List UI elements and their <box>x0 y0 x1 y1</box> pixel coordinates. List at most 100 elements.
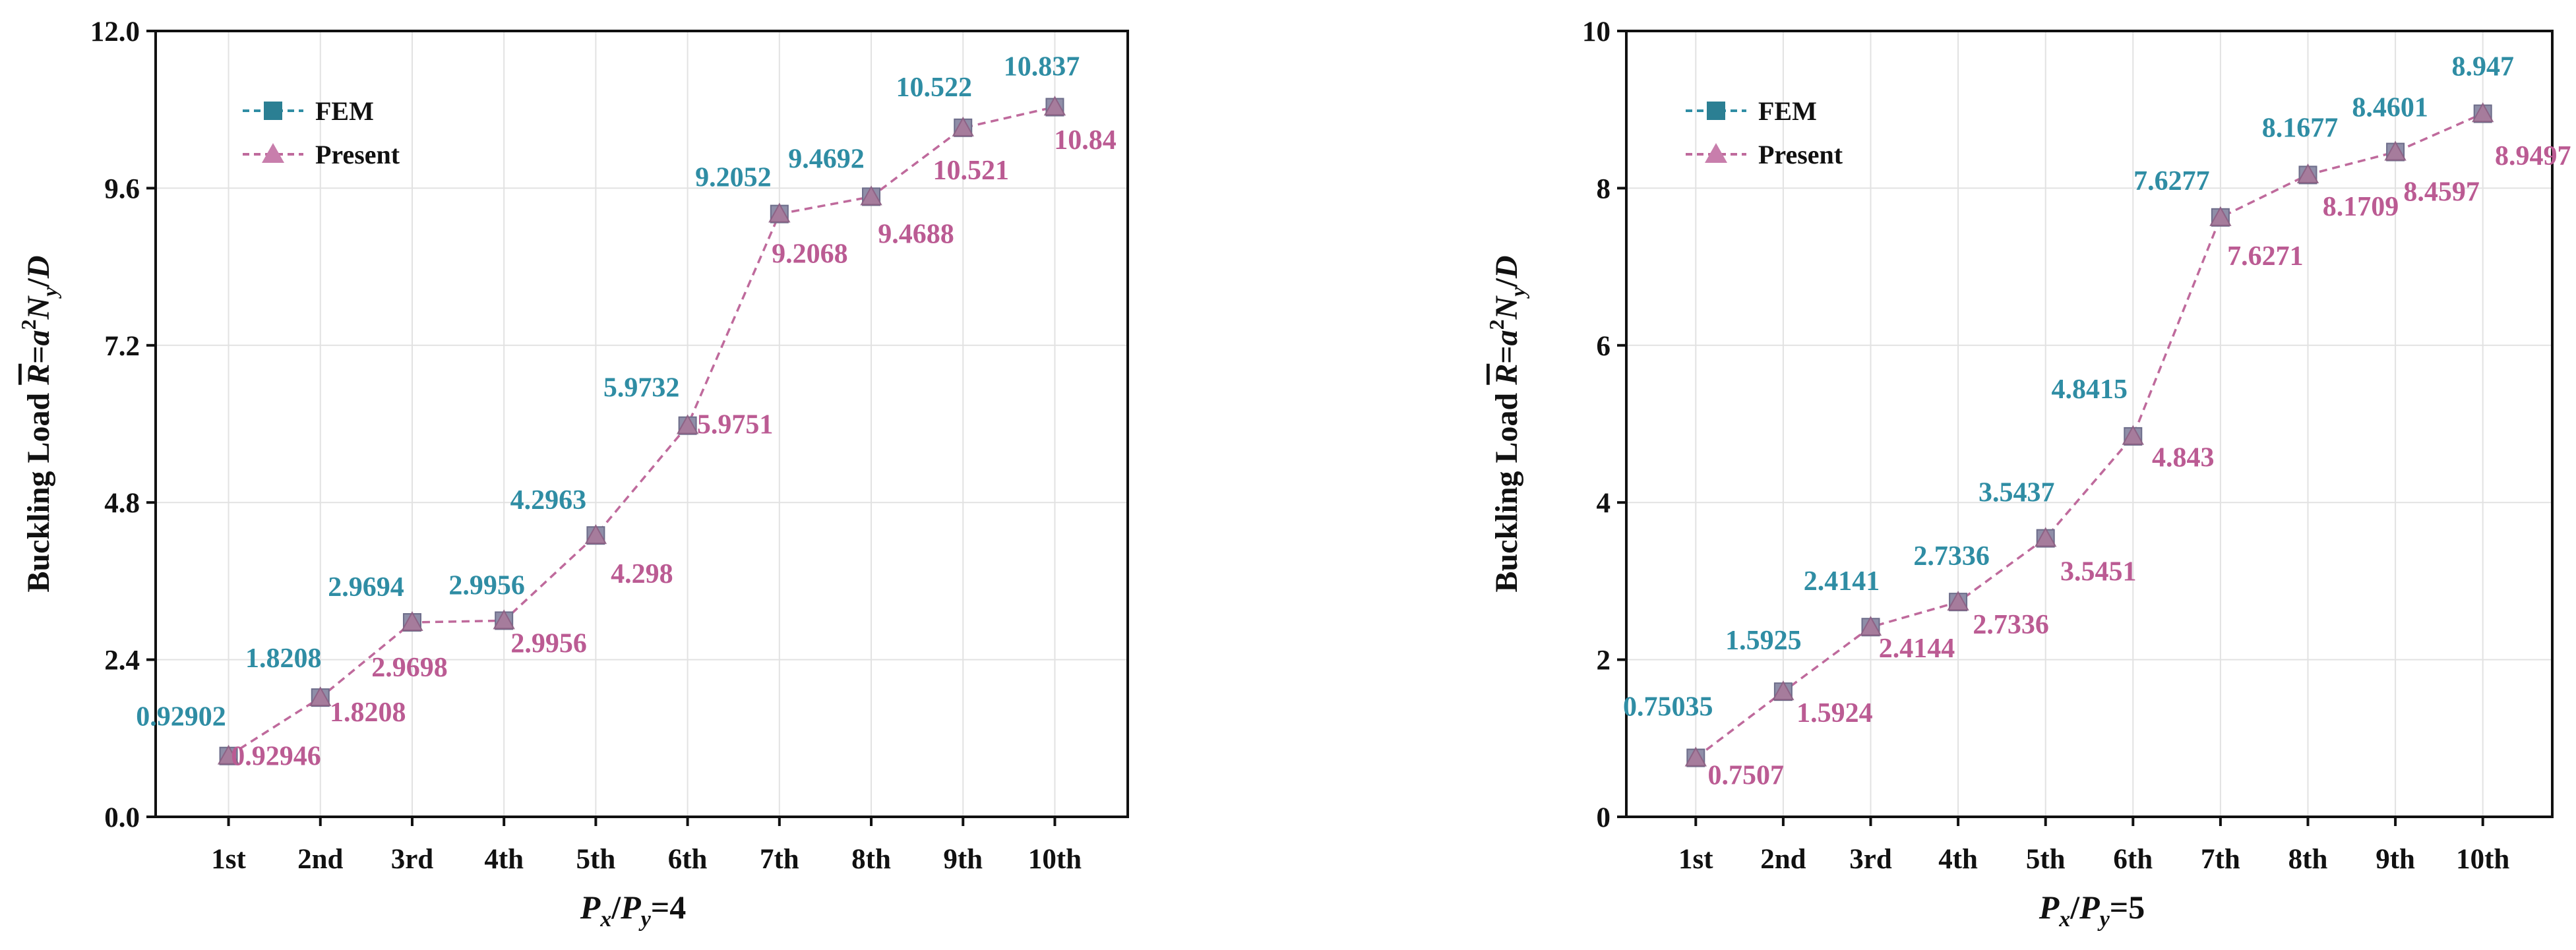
data-point-present <box>1859 616 1882 636</box>
data-point-present <box>217 744 240 765</box>
y-tick-label: 0.0 <box>104 802 140 833</box>
series-line-present <box>1695 112 2484 759</box>
y-tick-label: 4.8 <box>104 488 140 519</box>
data-point-present <box>493 609 515 630</box>
x-tick-label: 5th <box>2026 844 2066 875</box>
data-label-fem: 8.1677 <box>2262 113 2339 143</box>
x-tick-label: 10th <box>1028 844 1082 875</box>
data-label-fem: 2.4141 <box>1804 566 1880 597</box>
data-point-present <box>860 185 882 206</box>
data-label-present: 5.9751 <box>697 409 774 440</box>
data-point-present <box>309 686 332 707</box>
data-label-present: 9.2068 <box>772 239 848 269</box>
y-tick-label: 9.6 <box>104 173 140 204</box>
y-tick-label: 8 <box>1597 173 1611 204</box>
x-tick-label: 8th <box>851 844 891 875</box>
data-point-present <box>401 610 423 631</box>
data-point-present <box>2122 425 2144 445</box>
data-point-present <box>1947 591 1969 611</box>
data-label-fem: 10.522 <box>896 73 972 103</box>
x-tick-label: 3rd <box>1849 844 1892 875</box>
data-label-present: 7.6271 <box>2227 241 2304 272</box>
data-label-present: 9.4688 <box>878 219 954 249</box>
x-axis-title: Px/Py=5 <box>2039 889 2145 932</box>
legend-marker-present <box>262 143 284 163</box>
y-tick-label: 0 <box>1597 802 1611 833</box>
x-tick-label: 1st <box>1678 844 1713 875</box>
data-label-present: 0.7507 <box>1708 761 1785 791</box>
x-tick-label: 4th <box>484 844 524 875</box>
y-axis-title-text: Buckling Load R=a2Ny/D <box>1485 255 1529 592</box>
plot-frame <box>154 30 1129 818</box>
data-label-fem: 2.7336 <box>1913 541 1990 572</box>
y-axis-title: Buckling Load R=a2Ny/D <box>16 255 61 592</box>
legend: FEM Present <box>1686 96 1843 169</box>
data-label-fem: 5.9732 <box>603 373 680 403</box>
data-point-present <box>2209 206 2232 226</box>
y-tick-label: 7.2 <box>104 331 140 362</box>
legend-label-present: Present <box>315 140 400 169</box>
y-tick-label: 2.4 <box>104 645 140 676</box>
data-label-fem: 8.4601 <box>2352 93 2428 123</box>
data-label-fem: 10.837 <box>1004 52 1080 82</box>
chart-px-py-4: 0.0 2.4 4.8 7.2 9.6 12.0 1st 2nd 3rd 4th 5th 6th 7th… <box>16 16 1129 932</box>
data-label-fem: 2.9694 <box>328 572 404 603</box>
y-axis-title-text: Buckling Load R=a2Ny/D <box>16 255 61 592</box>
y-tick-label: 12.0 <box>90 16 140 47</box>
data-label-present: 4.843 <box>2152 443 2215 473</box>
x-tick-label: 10th <box>2456 844 2509 875</box>
x-tick-label: 8th <box>2288 844 2328 875</box>
x-tick-label: 7th <box>760 844 799 875</box>
data-label-present: 4.298 <box>611 559 673 589</box>
x-tick-label: 3rd <box>391 844 434 875</box>
x-tick-label: 4th <box>1938 844 1978 875</box>
legend: FEM Present <box>243 96 400 169</box>
data-point-present <box>2296 163 2319 184</box>
data-label-fem: 0.92902 <box>136 702 226 732</box>
x-tick-label: 1st <box>211 844 246 875</box>
y-axis-title: Buckling Load R=a2Ny/D <box>1485 255 1529 592</box>
data-label-fem: 1.5925 <box>1725 626 1802 656</box>
data-label-fem: 9.4692 <box>788 144 865 174</box>
data-point-present <box>676 414 699 434</box>
data-point-present <box>952 116 974 136</box>
legend-marker-present <box>1705 143 1727 163</box>
data-point-present <box>2035 527 2057 547</box>
x-tick-label: 6th <box>668 844 708 875</box>
data-label-present: 2.9698 <box>371 653 448 683</box>
x-axis-title: Px/Py=4 <box>580 889 687 932</box>
data-point-present <box>768 202 791 223</box>
x-tick-label: 5th <box>576 844 616 875</box>
x-tick-label: 2nd <box>1760 844 1806 875</box>
data-label-present: 1.8208 <box>330 698 406 728</box>
legend-label-present: Present <box>1758 140 1843 169</box>
data-point-present <box>2384 140 2407 161</box>
data-label-present: 3.5451 <box>2060 556 2137 587</box>
data-label-fem: 4.2963 <box>510 485 587 516</box>
data-point-present <box>1684 746 1707 767</box>
x-tick-label: 9th <box>943 844 983 875</box>
x-tick-label: 9th <box>2376 844 2415 875</box>
data-label-fem: 3.5437 <box>1978 478 2055 508</box>
x-tick-label: 6th <box>2113 844 2153 875</box>
legend-marker-fem <box>264 102 282 120</box>
data-point-present <box>1772 680 1794 701</box>
data-label-present: 10.521 <box>933 156 1009 186</box>
grid <box>156 31 1128 817</box>
data-label-fem: 2.9956 <box>448 570 525 601</box>
chart-px-py-5: 0 2 4 6 8 10 1st 2nd 3rd 4th 5th 6th 7th 8th 9th 10th Px… <box>1485 16 2571 932</box>
data-label-fem: 8.947 <box>2451 52 2514 82</box>
data-label-present: 0.92946 <box>231 742 321 772</box>
data-label-present: 8.9497 <box>2495 141 2571 171</box>
data-point-present <box>1043 96 1066 116</box>
data-point-present <box>584 524 607 545</box>
data-label-fem: 9.2052 <box>695 163 772 193</box>
data-label-present: 8.1709 <box>2323 192 2399 222</box>
x-tick-label: 2nd <box>297 844 343 875</box>
data-label-present: 2.9956 <box>510 628 587 659</box>
series-line-present <box>228 105 1055 757</box>
x-tick-label: 7th <box>2201 844 2240 875</box>
data-label-present: 1.5924 <box>1796 698 1873 728</box>
data-label-present: 2.7336 <box>1973 610 2049 640</box>
